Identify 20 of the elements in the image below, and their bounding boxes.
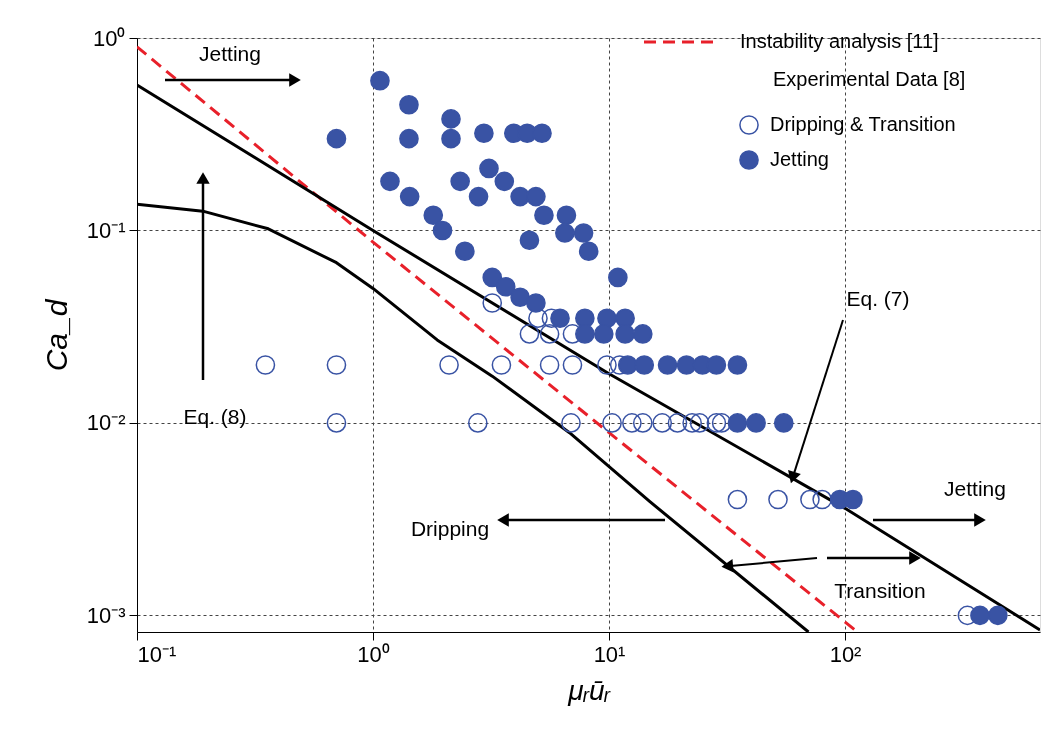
annotation: Eq. (7): [846, 287, 910, 310]
annotation: Jetting: [199, 42, 261, 65]
x-tick-label: 10⁻¹: [137, 641, 177, 667]
x-axis-title: μᵣūᵣ: [567, 674, 612, 706]
y-axis-title: Ca_d: [39, 298, 73, 372]
x-tick-label: 10²: [829, 641, 862, 667]
y-tick-label: 10⁻¹: [86, 217, 126, 243]
x-tick-label: 10⁰: [357, 641, 390, 667]
y-tick-label: 10⁰: [93, 25, 126, 51]
legend-label: Jetting: [770, 148, 829, 170]
annotation: Transition: [834, 579, 926, 602]
y-tick-label: 10⁻²: [86, 410, 126, 436]
annotation: Dripping: [410, 517, 490, 540]
y-tick-label: 10⁻³: [86, 602, 126, 628]
annotation: Jetting: [944, 477, 1006, 500]
annotation: Eq. (8): [183, 405, 247, 428]
legend-title: Experimental Data [8]: [773, 68, 966, 90]
legend-label: Dripping & Transition: [770, 113, 956, 135]
legend-label: Instability analysis [11]: [740, 30, 939, 52]
x-tick-label: 10¹: [593, 641, 626, 667]
